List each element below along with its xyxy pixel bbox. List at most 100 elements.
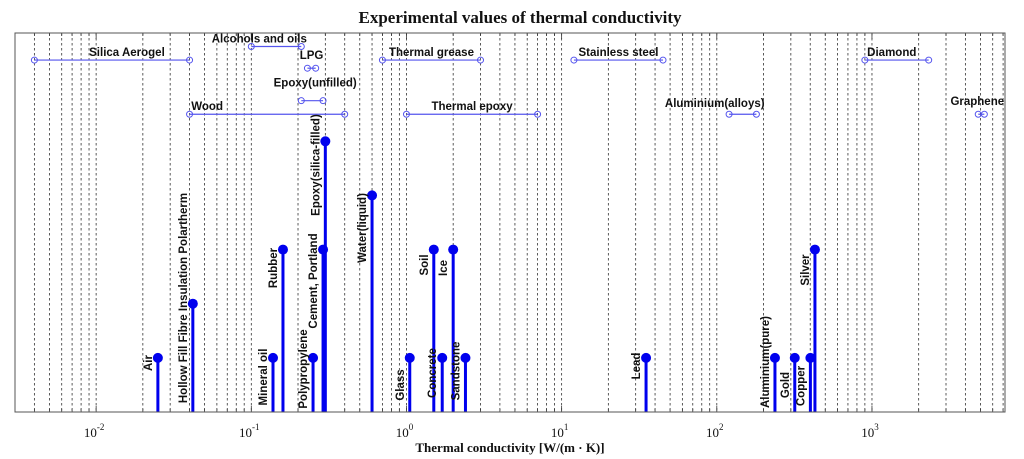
stem-label: Cement, Portland: [308, 233, 320, 328]
range-label: LPG: [300, 50, 324, 62]
range-max-marker: [341, 110, 349, 118]
range-min-marker: [570, 56, 578, 64]
stem-item: Sandstone: [450, 342, 471, 412]
stem-label: Hollow Fill Fibre Insulation Polartherm: [178, 193, 190, 403]
range-item: Aluminium(alloys): [665, 98, 765, 118]
stem-marker: [809, 244, 820, 255]
stem-marker: [460, 352, 471, 363]
range-item: Stainless steel: [570, 47, 667, 64]
range-max-marker: [534, 110, 542, 118]
range-item: Diamond: [861, 47, 933, 64]
stem-item: Epoxy(silica-filled): [310, 114, 331, 412]
range-min-marker: [725, 110, 733, 118]
stem-label: Silver: [800, 254, 812, 286]
range-max-marker: [659, 56, 667, 64]
stem-marker: [308, 352, 319, 363]
x-tick-label: 10-2: [84, 422, 105, 440]
stem-marker: [769, 352, 780, 363]
range-item: Thermal epoxy: [402, 101, 542, 118]
range-item: LPG: [300, 50, 324, 72]
stem-marker: [187, 298, 198, 309]
x-tick-labels: 10-2 10-1 100 101 102 103: [84, 422, 879, 440]
stem-item: Air: [143, 352, 163, 412]
stem-label: Lead: [631, 353, 643, 380]
stem-marker: [404, 352, 415, 363]
stem-item: Glass: [395, 352, 415, 412]
stem-marker: [641, 352, 652, 363]
range-max-marker: [186, 56, 194, 64]
stem-item: Water(liquid): [357, 190, 378, 412]
stem-marker: [428, 244, 439, 255]
stem-marker: [277, 244, 288, 255]
range-max-marker: [980, 110, 988, 118]
stem-label: Water(liquid): [357, 193, 369, 263]
stem-marker: [320, 136, 331, 147]
stem-marker: [437, 352, 448, 363]
stem-marker: [805, 352, 816, 363]
stem-label: Mineral oil: [258, 349, 270, 406]
x-tick-label: 102: [706, 422, 724, 440]
stem-item: Hollow Fill Fibre Insulation Polartherm: [178, 193, 198, 412]
stem-label: Gold: [780, 372, 792, 398]
stem-marker: [789, 352, 800, 363]
stem-label: Copper: [795, 365, 807, 406]
stem-label: Ice: [438, 260, 450, 276]
stem-label: Polypropylene: [298, 329, 310, 408]
stem-item: Gold: [780, 352, 800, 412]
range-label: Thermal epoxy: [431, 101, 513, 113]
range-item: Epoxy(unfilled): [274, 78, 357, 105]
stem-label: Epoxy(silica-filled): [310, 114, 322, 216]
stem-item: Silver: [800, 244, 820, 412]
x-tick-label: 10-1: [239, 422, 260, 440]
stem-marker: [268, 352, 279, 363]
range-label: Epoxy(unfilled): [274, 78, 357, 90]
range-max-marker: [925, 56, 933, 64]
range-min-marker: [247, 43, 255, 51]
stem-label: Soil: [419, 254, 431, 275]
range-item: Thermal grease: [378, 47, 485, 64]
range-min-marker: [402, 110, 410, 118]
stem-label: Glass: [395, 369, 407, 400]
range-max-marker: [477, 56, 485, 64]
stem-marker: [367, 190, 378, 201]
stem-marker: [448, 244, 459, 255]
plot-frame: [14, 32, 1006, 413]
stem-item: Concrete: [427, 348, 448, 412]
stem-item: Lead: [631, 352, 652, 412]
range-label: Silica Aerogel: [89, 47, 165, 59]
range-label: Wood: [191, 101, 223, 113]
stem-item: Copper: [795, 352, 816, 412]
stem-label: Sandstone: [450, 342, 462, 401]
range-max-marker: [312, 64, 320, 72]
stem-label: Air: [143, 354, 155, 371]
range-label: Thermal grease: [389, 47, 474, 59]
range-item: Alcohols and oils: [212, 34, 307, 51]
range-item: Graphene: [950, 96, 1004, 118]
x-tick-label: 100: [396, 422, 414, 440]
x-tick-label: 101: [551, 422, 569, 440]
range-min-marker: [861, 56, 869, 64]
range-max-marker: [297, 43, 305, 51]
stem-item: Soil: [419, 244, 439, 412]
range-label: Graphene: [950, 96, 1004, 108]
stem-item: Polypropylene: [298, 329, 319, 412]
range-label: Stainless steel: [579, 47, 659, 59]
range-item: Silica Aerogel: [30, 47, 194, 64]
x-tick-label: 103: [861, 422, 879, 440]
chart-title: Experimental values of thermal conductiv…: [359, 8, 682, 27]
range-max-marker: [319, 97, 327, 105]
stem-item: Rubber: [268, 244, 288, 412]
stem-series: Air Hollow Fill Fibre Insulation Polarthe…: [143, 114, 820, 412]
stem-item: Mineral oil: [258, 349, 279, 412]
range-min-marker: [378, 56, 386, 64]
range-min-marker: [186, 110, 194, 118]
range-label: Diamond: [867, 47, 916, 59]
stem-label: Concrete: [427, 348, 439, 398]
range-series: Silica Aerogel Alcohols and oils LPG Epoxy(…: [30, 34, 1004, 118]
range-item: Wood: [186, 101, 349, 118]
range-min-marker: [30, 56, 38, 64]
range-min-marker: [303, 64, 311, 72]
stem-marker: [152, 352, 163, 363]
range-max-marker: [752, 110, 760, 118]
